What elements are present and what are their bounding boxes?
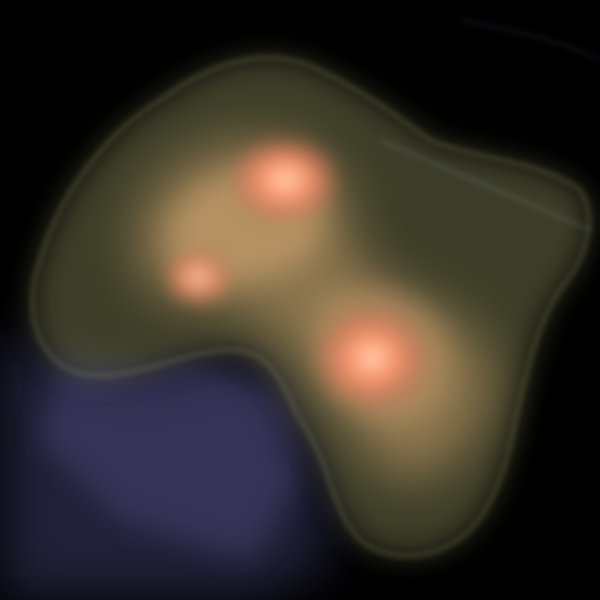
hot-core-3: [310, 302, 434, 414]
hot-core-2: [160, 246, 236, 310]
bluish-shadow: [0, 330, 330, 600]
hot-core-1: [225, 132, 345, 228]
wisps: [379, 18, 600, 232]
